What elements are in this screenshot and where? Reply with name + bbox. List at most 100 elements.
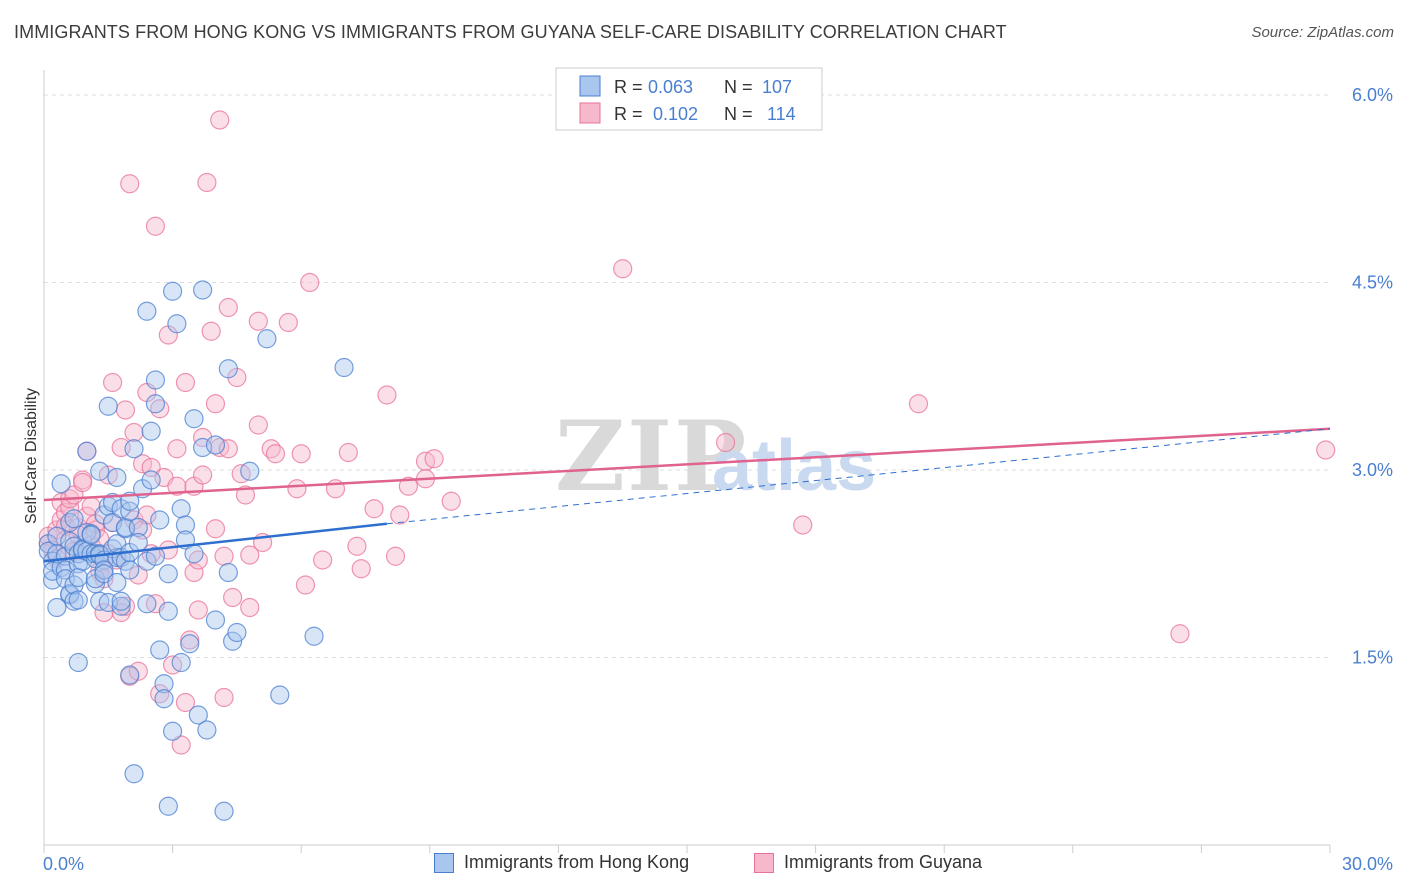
series-hongkong-points <box>38 280 354 821</box>
point-hongkong <box>128 517 148 538</box>
point-hongkong <box>184 544 204 564</box>
point-hongkong <box>154 674 174 694</box>
point-guyana <box>167 476 187 496</box>
point-hongkong <box>98 396 118 416</box>
point-hongkong <box>257 329 277 349</box>
point-guyana <box>214 687 234 708</box>
point-hongkong <box>51 474 71 494</box>
point-hongkong <box>154 689 174 709</box>
point-guyana <box>248 415 268 435</box>
point-hongkong <box>124 439 144 459</box>
point-guyana <box>124 422 144 443</box>
point-guyana <box>171 735 191 755</box>
point-hongkong <box>158 601 178 621</box>
point-guyana <box>175 692 196 713</box>
point-guyana <box>313 550 333 570</box>
point-hongkong <box>90 461 110 481</box>
point-hongkong <box>270 685 290 705</box>
bottom-legend-item-hongkong: Immigrants from Hong Kong <box>434 852 689 873</box>
point-guyana <box>94 602 114 623</box>
point-hongkong <box>214 801 234 821</box>
point-hongkong <box>141 421 161 441</box>
point-hongkong <box>150 510 170 530</box>
bottom-legend: Immigrants from Hong Kong Immigrants fro… <box>0 852 1406 878</box>
point-hongkong <box>68 652 88 673</box>
point-guyana <box>240 545 260 565</box>
point-guyana <box>338 442 358 463</box>
point-guyana <box>102 372 123 393</box>
point-hongkong <box>120 665 140 685</box>
point-hongkong <box>205 435 226 455</box>
point-hongkong <box>240 461 260 481</box>
point-guyana <box>424 449 444 469</box>
point-hongkong <box>188 705 208 725</box>
point-hongkong <box>158 796 178 816</box>
y-axis-label: Self-Care Disability <box>23 388 40 524</box>
point-hongkong <box>175 515 196 535</box>
point-guyana <box>145 216 166 236</box>
point-guyana <box>351 559 371 579</box>
point-hongkong <box>111 596 131 616</box>
x-tick-label-max: 30.0% <box>1342 854 1393 874</box>
point-hongkong <box>47 597 67 618</box>
point-guyana <box>278 312 298 333</box>
point-guyana <box>197 172 217 193</box>
point-hongkong <box>64 509 84 529</box>
point-hongkong <box>197 720 217 740</box>
point-guyana <box>613 259 633 279</box>
point-hongkong <box>111 591 131 611</box>
point-guyana <box>205 394 226 414</box>
point-guyana <box>205 519 226 539</box>
point-hongkong <box>227 622 247 643</box>
point-hongkong <box>167 314 187 334</box>
point-guyana <box>210 110 230 130</box>
watermark-zip: ZIP <box>555 400 748 513</box>
axes: 0.0% 30.0% <box>43 70 1393 874</box>
point-hongkong <box>304 626 324 646</box>
point-hongkong <box>120 501 140 521</box>
chart-source: Source: ZipAtlas.com <box>1251 24 1394 41</box>
point-guyana <box>72 472 93 493</box>
point-hongkong <box>107 467 127 488</box>
point-hongkong <box>120 560 140 580</box>
point-guyana <box>235 485 256 505</box>
x-tick-label-min: 0.0% <box>43 854 84 874</box>
point-guyana <box>377 385 397 405</box>
point-hongkong <box>163 281 183 301</box>
point-guyana <box>908 394 929 414</box>
point-guyana <box>167 439 187 459</box>
point-guyana <box>295 575 316 595</box>
legend-r-label-guyana: R = <box>614 104 643 124</box>
point-hongkong <box>163 721 183 741</box>
point-guyana <box>291 444 311 464</box>
trend-line-hongkong <box>43 522 388 563</box>
point-hongkong <box>107 572 127 593</box>
point-hongkong <box>158 564 178 584</box>
point-hongkong <box>184 409 204 429</box>
point-hongkong <box>205 610 226 630</box>
point-hongkong <box>137 301 157 321</box>
point-hongkong <box>171 652 191 673</box>
trend-lines <box>43 427 1331 563</box>
point-hongkong <box>128 532 148 553</box>
point-guyana <box>214 546 234 566</box>
point-hongkong <box>218 562 238 583</box>
point-guyana <box>223 587 243 608</box>
point-hongkong <box>193 280 213 300</box>
point-hongkong <box>150 640 170 660</box>
bottom-legend-swatch-guyana <box>754 852 774 873</box>
point-guyana <box>115 400 136 420</box>
point-guyana <box>193 465 213 485</box>
legend-n-value-hongkong: 107 <box>762 77 792 97</box>
legend-swatch-hongkong <box>579 75 601 97</box>
point-guyana <box>120 174 140 194</box>
point-hongkong <box>334 357 354 378</box>
chart-title: IMMIGRANTS FROM HONG KONG VS IMMIGRANTS … <box>14 22 1007 42</box>
stats-legend: R = 0.063 N = 107 R = 0.102 N = 114 <box>555 67 823 131</box>
legend-swatch-guyana <box>579 102 601 124</box>
trend-line-guyana <box>43 427 1331 502</box>
point-hongkong <box>68 590 88 610</box>
point-guyana <box>385 546 406 566</box>
point-guyana <box>441 491 461 511</box>
